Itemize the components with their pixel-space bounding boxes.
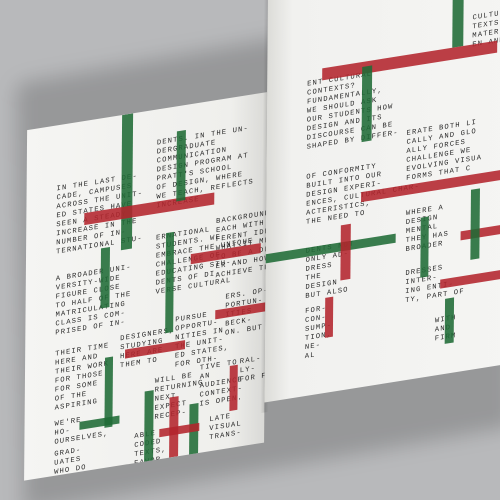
left-page: IN THE LAST DE- CADE, CAMPUSES ACROSS TH… <box>24 92 268 481</box>
red-bar <box>324 296 334 338</box>
green-bar <box>176 129 186 202</box>
green-bar <box>120 113 134 251</box>
green-bar <box>420 216 429 278</box>
red-bar <box>460 222 500 241</box>
red-bar <box>340 223 351 281</box>
green-bar <box>470 188 480 260</box>
green-bar <box>361 65 373 143</box>
right-page: ENT CULTURAL CONTEXTS? FUNDAMENTALLY, WE… <box>264 0 500 403</box>
left-col2-text-8: LATE VISUAL TRANS- <box>209 412 242 443</box>
red-bar <box>322 40 498 81</box>
green-bar <box>100 247 110 309</box>
red-bar <box>229 364 238 412</box>
green-bar <box>165 231 175 334</box>
magazine-spread: IN THE LAST DE- CADE, CAMPUSES ACROSS TH… <box>24 0 500 481</box>
left-col1-text-3: THEIR TIME HERE AND THEIR WORK FOR THOSE… <box>54 342 110 413</box>
right-col1-text-1: ENT CULTURAL CONTEXTS? FUNDAMENTALLY, WE… <box>306 70 399 152</box>
left-col1-text-2: A BROADER UNI- VERSITY-WIDE FIGURE CLOSE… <box>55 263 132 338</box>
green-bar <box>452 0 464 48</box>
green-bar <box>444 297 455 344</box>
